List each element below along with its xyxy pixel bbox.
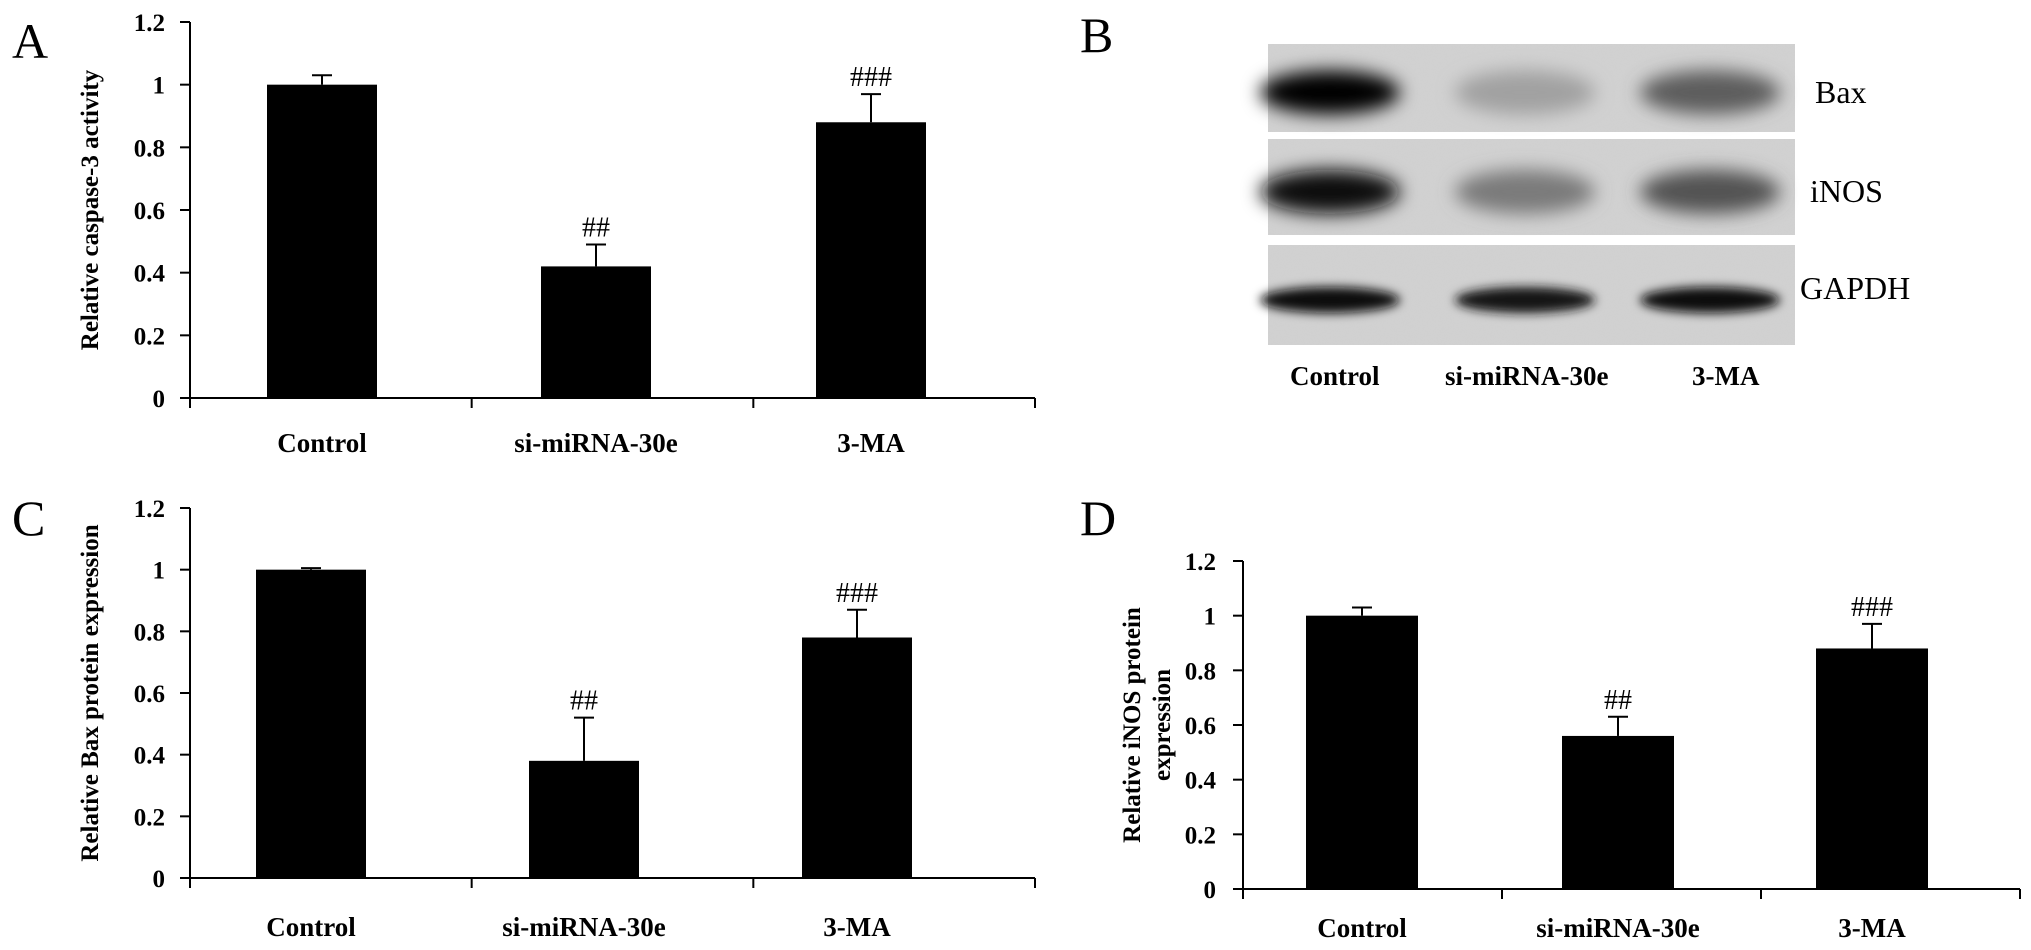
chart-a-y-tick-label: 0.4 [134, 261, 166, 288]
blot-lane-label-3-ma: 3-MA [1692, 361, 1760, 391]
chart-d-y-tick-label: 0.2 [1185, 822, 1216, 849]
chart-d-category-label: Control [1317, 913, 1407, 943]
chart-c-y-tick-label: 0.2 [134, 804, 165, 831]
blot-strip-inos [1260, 139, 1795, 235]
chart-d-y-tick-label: 0.6 [1185, 713, 1216, 740]
blot-lane-label-control: Control [1290, 361, 1380, 391]
blot-row-label-gapdh: GAPDH [1800, 270, 1910, 306]
chart-d-y-tick-label: 0.4 [1185, 768, 1217, 795]
chart-c-significance-label: ### [836, 578, 878, 609]
chart-d-significance-label: ### [1851, 592, 1893, 623]
chart-c-bar-1 [256, 569, 366, 878]
chart-a-significance-label: ### [850, 62, 892, 93]
blot-band [1260, 70, 1400, 115]
chart-a-y-tick-label: 0.2 [134, 323, 165, 350]
blot-band [1455, 70, 1595, 115]
chart-c: 0 0.2 0.4 0.6 0.8 1 1.2 Control ## si-miRNA-30e ##… [77, 496, 1036, 942]
chart-c-y-tick-label: 0.4 [134, 743, 166, 770]
blot-row-label-inos: iNOS [1810, 173, 1883, 209]
chart-a-bar-1 [267, 84, 377, 399]
chart-c-y-tick-label: 0.8 [134, 619, 165, 646]
chart-c-y-tick-label: 0.6 [134, 681, 165, 708]
panel-letter-a: A [12, 13, 48, 69]
chart-d-category-label: 3-MA [1838, 913, 1906, 943]
chart-c-category-label: si-miRNA-30e [502, 912, 665, 942]
chart-d-bar-1 [1306, 615, 1418, 889]
blot-lane-label-si-mirna-30e: si-miRNA-30e [1445, 361, 1608, 391]
chart-a-y-axis-title: Relative caspase-3 activity [77, 69, 104, 350]
panel-letter-d: D [1080, 490, 1116, 546]
panel-letter-b: B [1080, 7, 1113, 63]
blot-band [1260, 169, 1400, 214]
chart-c-bar-2 [529, 760, 639, 878]
blot-band [1640, 70, 1780, 115]
blot-strips [1260, 44, 1795, 345]
chart-d-y-tick-label: 0 [1204, 877, 1217, 904]
blot-band [1455, 169, 1595, 214]
chart-a-bar-2 [541, 266, 651, 398]
chart-d-y-axis-title: Relative iNOS protein expression [1119, 607, 1176, 843]
chart-a-y-tick-label: 0 [153, 386, 166, 413]
blot-strip-gapdh [1260, 245, 1795, 345]
chart-a-category-label: 3-MA [837, 428, 905, 458]
blot-band [1260, 287, 1400, 313]
blot-band [1640, 287, 1780, 313]
chart-d: 0 0.2 0.4 0.6 0.8 1 1.2 Control ## si-miRNA-30e ##… [1119, 549, 2021, 943]
chart-c-significance-label: ## [570, 686, 598, 717]
blot-row-label-bax: Bax [1815, 74, 1867, 110]
chart-a-y-tick-label: 1.2 [134, 10, 165, 37]
chart-a: 0 0.2 0.4 0.6 0.8 1 1.2 Control ## si-miRNA-30e ##… [77, 10, 1036, 458]
chart-a-category-label: Control [277, 428, 367, 458]
chart-a-significance-label: ## [582, 212, 610, 243]
chart-a-category-label: si-miRNA-30e [514, 428, 677, 458]
chart-c-y-tick-label: 0 [153, 866, 166, 893]
chart-c-bar-3 [802, 637, 912, 878]
chart-d-y-tick-label: 1.2 [1185, 549, 1216, 576]
chart-c-category-label: 3-MA [823, 912, 891, 942]
blot-band [1640, 169, 1780, 214]
chart-a-y-tick-label: 0.6 [134, 198, 165, 225]
chart-d-category-label: si-miRNA-30e [1536, 913, 1699, 943]
chart-c-y-tick-label: 1.2 [134, 496, 165, 523]
chart-c-y-tick-label: 1 [153, 558, 166, 585]
chart-d-bar-2 [1562, 735, 1674, 889]
chart-c-category-label: Control [266, 912, 356, 942]
chart-d-y-tick-label: 1 [1204, 604, 1217, 631]
blot-strip-bax [1260, 44, 1795, 132]
chart-d-bar-3 [1816, 648, 1928, 889]
chart-d-y-tick-label: 0.8 [1185, 658, 1216, 685]
chart-a-y-tick-label: 0.8 [134, 135, 165, 162]
panel-letter-c: C [12, 490, 45, 546]
chart-c-y-axis-title: Relative Bax protein expression [77, 524, 104, 861]
chart-a-y-tick-label: 1 [153, 73, 166, 100]
western-blot: Bax iNOS GAPDH Control si-miRNA-30e 3-MA [1260, 44, 1910, 391]
chart-d-significance-label: ## [1604, 685, 1632, 716]
blot-band [1455, 287, 1595, 313]
chart-a-bar-3 [816, 122, 926, 399]
